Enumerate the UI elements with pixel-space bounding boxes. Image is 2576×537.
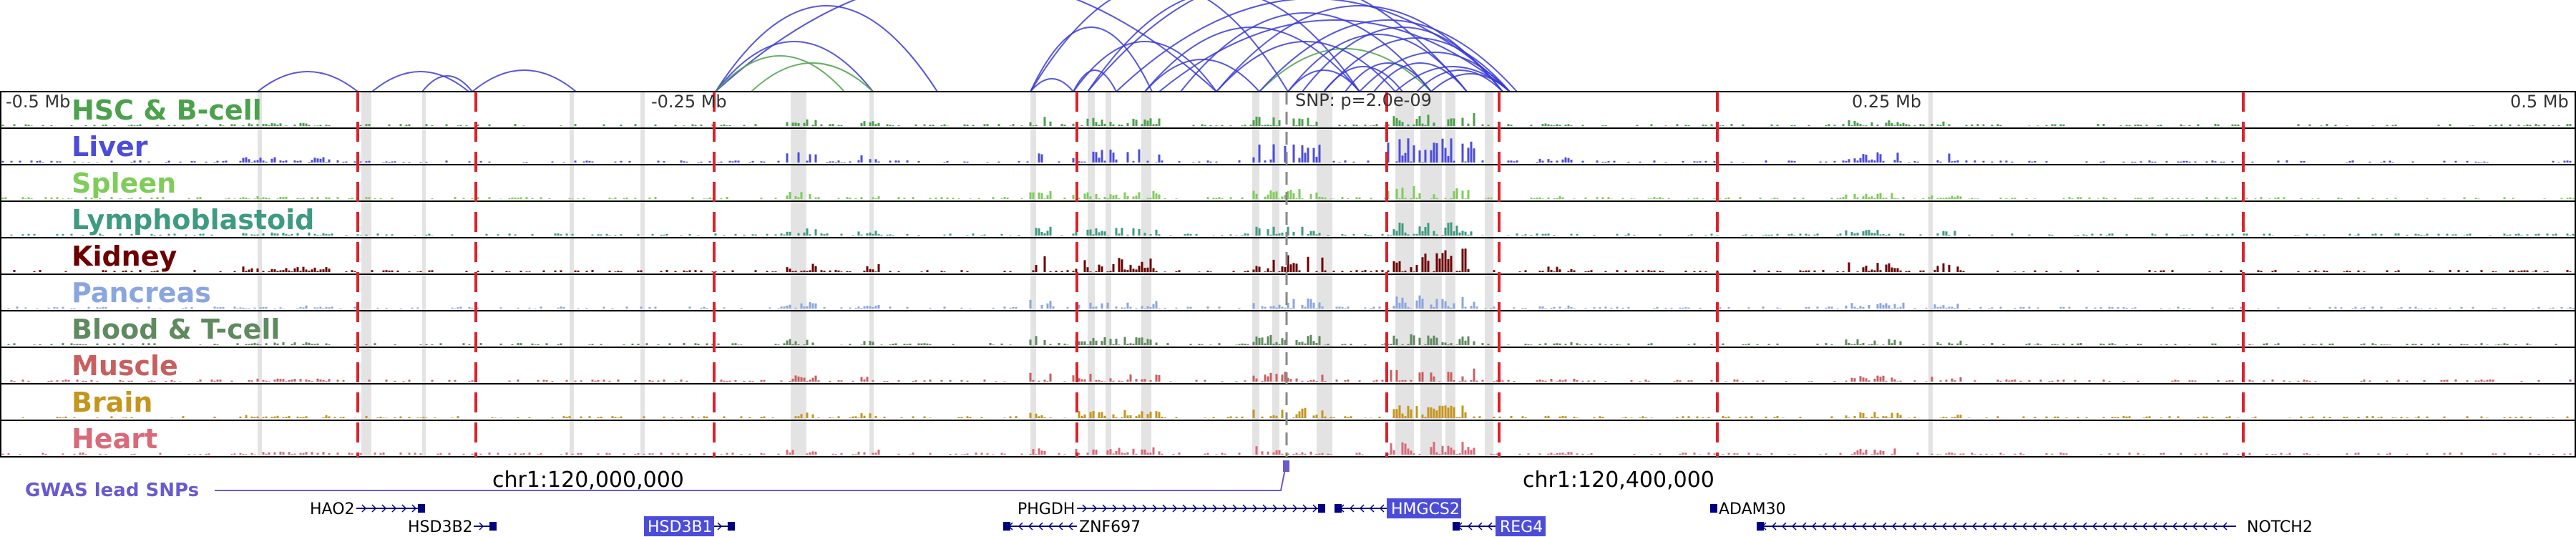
track-label: Heart — [72, 423, 157, 455]
signal-track-1 — [0, 138, 2572, 163]
gene-label-adam30: ADAM30 — [1719, 500, 1786, 518]
gene-label-notch2: NOTCH2 — [2247, 518, 2313, 536]
signal-track-8 — [21, 405, 2569, 418]
gene-label-hmgcs2: HMGCS2 — [1391, 500, 1460, 518]
chromatin-loop-arc — [1087, 0, 1468, 92]
gwas-connector — [215, 461, 1287, 491]
tick-label-minus-0.5mb: -0.5 Mb — [6, 92, 70, 112]
chromatin-loop-arc — [257, 71, 358, 92]
gene-label-phgdh: PHGDH — [1018, 500, 1075, 518]
track-label: Lymphoblastoid — [72, 204, 314, 236]
gene-strand-arrows — [361, 504, 417, 513]
gene-exon — [1003, 522, 1010, 531]
chromatin-loop-arc — [1030, 26, 1153, 92]
region-boundaries — [356, 92, 2245, 457]
chromatin-loop-arc — [421, 75, 473, 92]
snp-pvalue-label: SNP: p=2.0e-09 — [1295, 90, 1432, 110]
chromatin-loop-arc — [1216, 41, 1396, 92]
gene-label-reg4: REG4 — [1500, 518, 1543, 536]
signal-track-5 — [7, 295, 2575, 309]
tick-label-0.5mb: 0.5 Mb — [2510, 92, 2569, 112]
track-frame — [0, 91, 2576, 458]
chromatin-loop-arc — [1116, 0, 1511, 92]
track-label: HSC & B-cell — [72, 95, 262, 126]
chromatin-loop-arc — [1180, 12, 1432, 92]
gene-exon — [728, 522, 735, 531]
signal-track-2 — [1, 186, 2575, 199]
gene-exon — [489, 522, 497, 531]
track-label: Blood & T-cell — [72, 314, 280, 345]
position-axis: -0.5 Mb -0.25 Mb SNP: p=2.0e-09 0.25 Mb … — [6, 90, 2569, 112]
track-label: Liver — [72, 131, 148, 163]
gene-highlight-box — [1496, 516, 1546, 536]
signal-track-7 — [10, 368, 2572, 382]
track-label: Spleen — [72, 168, 176, 199]
chromatin-loop-arc — [1323, 37, 1511, 92]
chromatin-loops — [257, 0, 1518, 92]
gene-exon — [1453, 522, 1460, 531]
gene-label-hsd3b2: HSD3B2 — [408, 518, 473, 536]
chromatin-loop-arc — [1373, 62, 1468, 92]
signal-track-6 — [7, 334, 2557, 345]
gwas-snp-marker — [1283, 460, 1289, 472]
gwas-lead-snps-label: GWAS lead SNPs — [25, 480, 199, 501]
chromosome-coordinates: chr1:120,000,000 chr1:120,400,000 — [492, 468, 1714, 493]
gene-exon — [1710, 504, 1717, 513]
gene-exon — [1335, 504, 1342, 513]
signal-track-9 — [0, 442, 2572, 455]
track-label: Brain — [72, 387, 152, 418]
track-label: Muscle — [72, 350, 178, 382]
chromatin-loop-arc — [751, 62, 874, 92]
signal-track-3 — [10, 222, 2575, 236]
chromatin-loop-arc — [1073, 41, 1217, 92]
chromatin-loop-arc — [1287, 34, 1468, 92]
chromatin-loop-arc — [1345, 62, 1432, 92]
gene-exon — [418, 504, 425, 513]
chromatin-loop-arc — [1287, 69, 1360, 92]
chromatin-loop-arc — [1144, 59, 1260, 92]
chromatin-loop-arc — [1073, 69, 1117, 92]
tick-label-0.25mb: 0.25 Mb — [1852, 92, 1921, 112]
chromatin-loop-arc — [715, 55, 845, 92]
gene-highlight-box — [644, 516, 714, 536]
tick-label-minus-0.25mb: -0.25 Mb — [651, 92, 727, 112]
chromatin-loop-arc — [715, 5, 938, 92]
signal-track-4 — [0, 248, 2572, 272]
gene-exon — [1757, 522, 1764, 531]
gene-label-hsd3b1: HSD3B1 — [648, 518, 713, 536]
chromatin-loop-arc — [1158, 19, 1511, 92]
chromatin-loop-arc — [1259, 19, 1518, 92]
gene-label-hao2: HAO2 — [310, 500, 355, 518]
gene-exon — [1318, 504, 1325, 513]
track-label: Kidney — [72, 241, 177, 272]
gene-label-znf697: ZNF697 — [1079, 518, 1141, 536]
chromatin-loop-arc — [715, 41, 874, 92]
chromatin-loop-arc — [1030, 0, 1289, 92]
gwas-track: GWAS lead SNPs — [25, 460, 1289, 501]
track-labels: HSC & B-cell Liver Spleen Lymphoblastoid Kid… — [72, 95, 314, 455]
signal-track-0 — [1, 113, 2572, 126]
chromatin-loop-arc — [371, 71, 469, 92]
chromatin-loop-arc — [472, 69, 577, 92]
chr-coordinate-120400000: chr1:120,400,000 — [1523, 468, 1714, 493]
chr-coordinate-120000000: chr1:120,000,000 — [492, 468, 684, 493]
track-label: Pancreas — [72, 277, 211, 309]
chromatin-loop-arc — [1416, 69, 1503, 92]
gene-highlight-box — [1387, 498, 1461, 518]
chromatin-loop-arc — [1030, 78, 1074, 92]
chromatin-loop-arc — [715, 0, 1217, 92]
tissue-tracks — [0, 91, 2576, 458]
gene-strand-arrows — [1082, 504, 1318, 513]
